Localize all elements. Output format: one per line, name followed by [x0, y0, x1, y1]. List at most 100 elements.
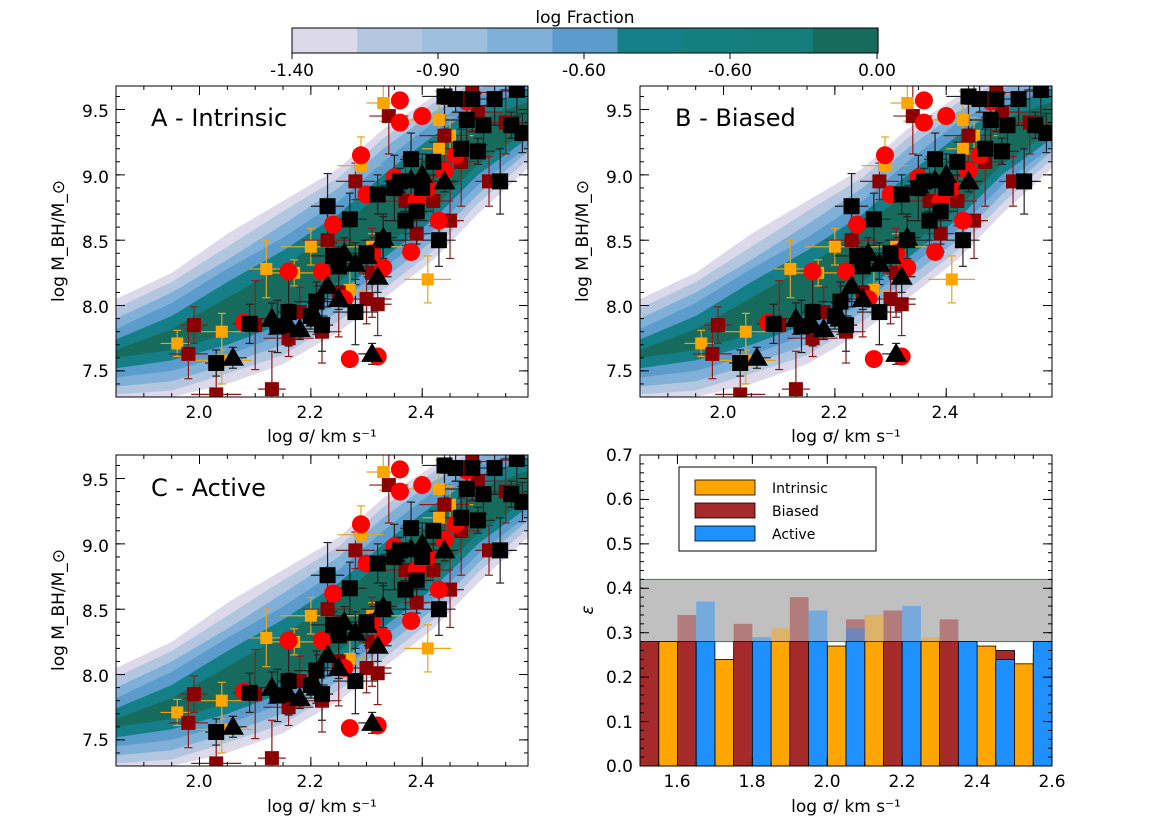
- bar-active: [901, 641, 922, 766]
- x-tick-label: 2.0: [813, 772, 840, 792]
- y-tick-label: 0.1: [606, 713, 633, 733]
- darkred-square-marker: [186, 687, 201, 702]
- red-circle-marker: [413, 476, 432, 495]
- x-axis-label: log σ/ km s⁻¹: [791, 797, 901, 817]
- black-triangle-marker: [957, 170, 980, 190]
- black-square-marker: [486, 460, 503, 477]
- darkred-square-marker: [437, 128, 452, 143]
- bar-active-overlap: [752, 637, 772, 642]
- black-triangle-marker: [784, 307, 807, 327]
- red-circle-marker: [429, 580, 448, 599]
- orange-square-marker: [956, 113, 969, 126]
- orange-square-marker: [260, 631, 273, 644]
- darkred-square-marker: [844, 233, 859, 248]
- bars: [640, 597, 1052, 766]
- black-square-marker: [492, 173, 509, 190]
- y-tick-label: 8.0: [606, 298, 633, 318]
- black-square-marker: [832, 293, 849, 310]
- black-triangle-marker: [400, 169, 423, 189]
- black-square-marker: [369, 555, 386, 572]
- orange-square-marker: [828, 240, 841, 253]
- orange-square-marker: [171, 706, 184, 719]
- black-triangle-marker: [857, 242, 880, 262]
- darkred-square-marker: [961, 128, 976, 143]
- black-square-marker: [347, 673, 364, 690]
- darkred-square-marker: [181, 346, 196, 361]
- black-square-marker: [430, 232, 447, 249]
- red-circle-marker: [837, 262, 855, 281]
- bar-intrinsic-overlap: [864, 614, 884, 642]
- bar-biased: [939, 641, 959, 766]
- orange-square-marker: [377, 465, 390, 478]
- darkred-square-marker: [264, 382, 279, 397]
- y-tick-label: 8.5: [82, 233, 109, 253]
- y-tick-label: 7.5: [82, 362, 109, 382]
- x-tick-label: 1.8: [738, 772, 765, 792]
- red-circle-marker: [914, 113, 933, 132]
- legend: Intrinsic Biased Active: [678, 466, 877, 552]
- bar-biased: [789, 641, 809, 766]
- bar-intrinsic-overlap: [920, 637, 940, 642]
- black-square-marker: [843, 198, 860, 215]
- darkred-square-marker: [933, 226, 948, 241]
- black-square-marker: [988, 91, 1005, 108]
- darkred-square-marker: [409, 595, 424, 610]
- black-triangle-marker: [885, 342, 908, 362]
- bar-active: [845, 641, 866, 766]
- colorbar-swatch: [487, 28, 554, 53]
- bar-biased-overlap: [677, 614, 697, 642]
- colorbar-swatch: [812, 28, 879, 53]
- darkred-square-marker: [348, 543, 363, 558]
- colorbar-tick-label: -0.60: [708, 61, 752, 81]
- black-square-marker: [469, 143, 486, 160]
- axis-ticks: [640, 454, 1053, 767]
- colorbar-swatch: [617, 28, 684, 53]
- data-points: [684, 86, 1052, 397]
- darkred-square-marker: [359, 291, 374, 306]
- black-triangle-marker: [366, 634, 389, 654]
- orange-square-marker: [215, 325, 228, 338]
- y-tick-label: 9.0: [82, 168, 109, 188]
- red-circle-marker: [413, 107, 432, 126]
- black-square-marker: [982, 111, 999, 128]
- darkred-square-marker: [788, 382, 803, 397]
- panel-d: 1.6 1.8 2.0 2.2 2.4 2.6 0.0 0.1 0.2 0.3 …: [578, 446, 1066, 817]
- x-tick-label: 2.2: [296, 772, 323, 792]
- black-triangle-marker: [372, 226, 395, 246]
- black-square-marker: [508, 455, 525, 467]
- black-square-marker: [319, 198, 336, 215]
- x-axis-label: log σ/ km s⁻¹: [267, 797, 377, 817]
- black-square-marker: [804, 304, 821, 321]
- bar-intrinsic: [864, 641, 884, 766]
- black-triangle-marker: [305, 307, 328, 327]
- axes-frame: [639, 85, 1053, 398]
- colorbar: log Fraction -1.40 -0.90 -0.60 -0.60 0.0…: [270, 8, 896, 81]
- x-tick-label: 2.0: [185, 772, 212, 792]
- bar-biased-overlap: [789, 597, 809, 642]
- black-square-marker: [408, 572, 425, 589]
- orange-square-marker: [432, 511, 445, 524]
- black-square-marker: [949, 153, 966, 170]
- orange-square-marker: [171, 337, 184, 350]
- black-triangle-marker: [361, 711, 384, 731]
- black-triangle-marker: [288, 318, 311, 338]
- black-triangle-marker: [383, 543, 406, 563]
- black-square-marker: [508, 86, 525, 98]
- darkred-square-marker: [437, 497, 452, 512]
- colorbar-title: log Fraction: [535, 8, 634, 28]
- y-tick-label: 8.0: [82, 667, 109, 687]
- black-square-marker: [1016, 173, 1033, 190]
- colorbar-swatch: [682, 28, 749, 53]
- darkred-square-marker: [426, 193, 441, 208]
- x-tick-label: 2.4: [407, 403, 434, 423]
- bar-intrinsic: [770, 641, 791, 766]
- bar-active: [995, 658, 1015, 766]
- black-square-marker: [893, 186, 910, 203]
- bar-biased: [733, 641, 753, 766]
- darkred-square-marker: [209, 387, 224, 397]
- x-tick-label: 1.6: [663, 772, 690, 792]
- black-square-marker: [514, 125, 528, 142]
- y-tick-label: 9.5: [82, 102, 109, 122]
- legend-label: Biased: [772, 504, 819, 520]
